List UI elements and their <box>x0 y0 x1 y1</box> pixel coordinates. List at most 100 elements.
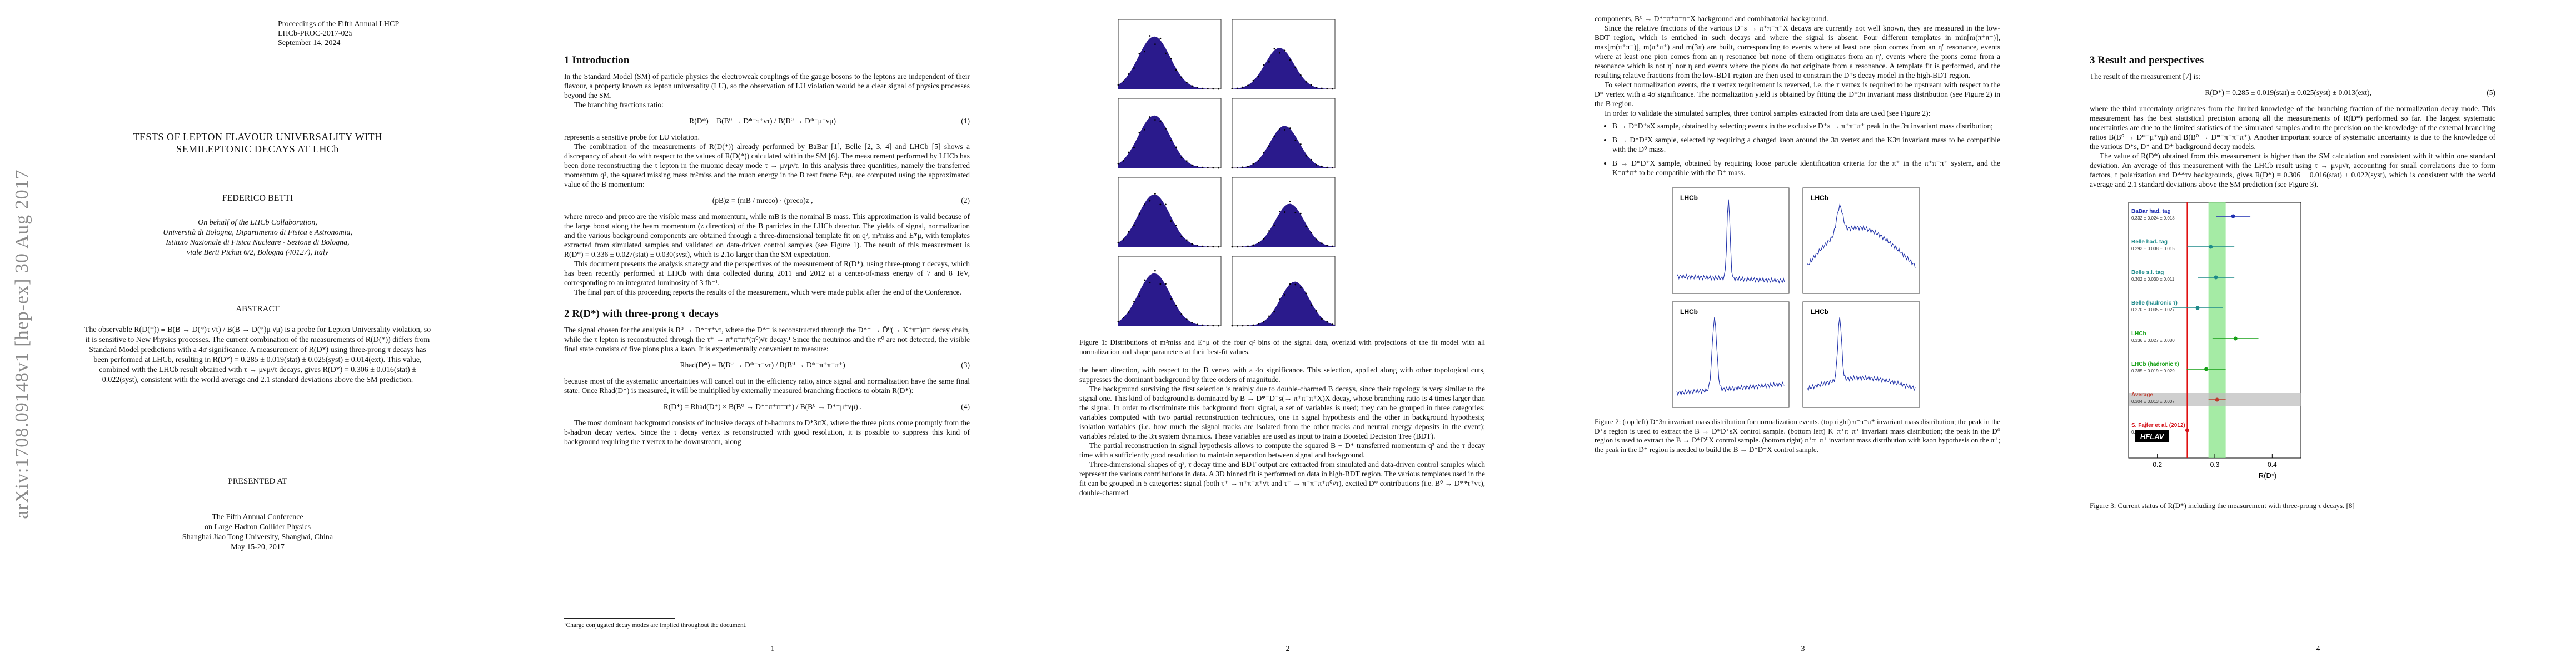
fit-component <box>1232 48 1335 89</box>
data-point <box>1138 132 1140 133</box>
data-point <box>1128 151 1130 153</box>
fit-component <box>1118 36 1221 89</box>
affiliation-line: Istituto Nazionale di Fisica Nucleare - … <box>166 238 350 247</box>
header: Proceedings of the Fifth Annual LHCP LHC… <box>278 19 399 48</box>
data-point <box>1247 325 1249 326</box>
bullet-list: B → D*D⁺sX sample, obtained by selecting… <box>1595 121 2000 177</box>
data-point <box>1149 116 1151 118</box>
conference-line: on Large Hadron Collider Physics <box>204 523 311 531</box>
mass-curve <box>1807 203 1916 268</box>
data-point <box>1144 128 1145 131</box>
abstract: The observable R(D(*)) ≡ B(B → D(*)τ ν̄τ… <box>84 326 431 384</box>
page-number: 4 <box>2316 645 2320 653</box>
figure-2: LHCb LHCb LHCb LHCb <box>1672 187 1920 408</box>
row-result: 0.270 ± 0.035 ± 0.027 <box>2131 307 2175 312</box>
data-point <box>1185 239 1188 241</box>
mass-curve <box>1807 317 1916 392</box>
data-point <box>1252 244 1254 246</box>
data-point <box>1305 292 1307 295</box>
data-point <box>1263 238 1265 240</box>
presented-heading: PRESENTED AT <box>228 477 287 486</box>
data-point <box>1242 166 1244 168</box>
affiliation-line: Università di Bologna, Dipartimento di F… <box>162 228 353 237</box>
page-5-text: 3 Result and perspectives The result of … <box>2090 55 2495 520</box>
plot-frame <box>1802 301 1920 408</box>
data-point <box>1202 324 1204 326</box>
equation-number: (1) <box>961 117 970 125</box>
data-point <box>1284 211 1286 213</box>
row-name: LHCb (hadronic τ) <box>2131 361 2179 367</box>
average-band <box>2208 202 2226 458</box>
data-point <box>1144 279 1145 281</box>
plot-label: LHCb <box>1811 308 1828 316</box>
data-point <box>1294 212 1297 213</box>
bullet-item: B → D*D⁺X sample, obtained by requiring … <box>1612 158 2000 177</box>
row-result: 0.304 ± 0.013 ± 0.007 <box>2131 399 2175 404</box>
paragraph: where the third uncertainty originates f… <box>2090 104 2495 151</box>
data-point <box>1273 136 1275 137</box>
data-point <box>1299 212 1302 215</box>
data-point <box>1242 246 1244 247</box>
data-point <box>1191 85 1193 87</box>
row-name: BaBar had. tag <box>2131 208 2171 215</box>
plot-frame <box>1672 301 1790 408</box>
page-2-text: 1 Introduction In the Standard Model (SM… <box>564 55 970 446</box>
data-point <box>1321 87 1323 89</box>
data-point <box>1237 167 1238 169</box>
paragraph: To select normalization events, the τ ve… <box>1595 81 2000 108</box>
header-line: LHCb-PROC-2017-025 <box>278 29 353 38</box>
author: FEDERICO BETTI <box>222 193 293 203</box>
plot-label: LHCb <box>1811 194 1828 202</box>
data-point <box>1326 88 1328 90</box>
data-point <box>1123 160 1124 162</box>
data-point <box>1299 143 1302 145</box>
equation-number: (2) <box>961 196 970 205</box>
data-point <box>1180 313 1183 315</box>
affiliation-line: viale Berti Pichat 6/2, Bologna (40127),… <box>186 248 329 257</box>
data-point <box>1159 283 1162 285</box>
footnote: ¹Charge conjugated decay modes are impli… <box>564 622 747 629</box>
data-point <box>1268 61 1270 63</box>
data-point <box>1207 246 1209 248</box>
title-line: SEMILEPTONIC DECAYS AT LHCb <box>176 143 339 155</box>
row-name: Belle s.l. tag <box>2131 270 2164 276</box>
data-point <box>1123 317 1124 319</box>
data-point <box>1191 321 1193 323</box>
data-point <box>1133 147 1135 149</box>
data-point <box>1247 245 1249 247</box>
data-point <box>1164 203 1167 206</box>
data-point <box>1180 235 1183 237</box>
equation-text: Rhad(D*) = B(B⁰ → D*⁻τ⁺ντ) / B(B⁰ → D*⁻π… <box>680 361 845 369</box>
data-point <box>1237 87 1238 89</box>
data-point <box>1159 120 1162 122</box>
plot-frame <box>1802 187 1920 294</box>
data-point <box>1138 213 1140 215</box>
data-point <box>1316 238 1318 241</box>
conference-line: Shanghai Jiao Tong University, Shanghai,… <box>182 533 333 541</box>
data-point <box>1133 67 1135 69</box>
data-point <box>1117 84 1119 86</box>
equation-text: R(D*) = 0.285 ± 0.019(stat) ± 0.025(syst… <box>2205 88 2371 97</box>
data-point <box>1331 88 1333 90</box>
data-point <box>1231 246 1233 248</box>
data-point <box>1117 321 1119 323</box>
affiliation-line: On behalf of the LHCb Collaboration, <box>198 218 317 227</box>
data-point <box>1212 88 1214 90</box>
data-point <box>1144 51 1145 53</box>
paragraph: The most dominant background consists of… <box>564 419 970 446</box>
equation: R(D*) ≡ B(B⁰ → D*⁻τ⁺ντ) / B(B⁰ → D*⁻μ⁺νμ… <box>564 116 970 126</box>
data-point <box>1299 74 1302 76</box>
data-point <box>1284 128 1286 131</box>
equation-number: (5) <box>2487 88 2495 97</box>
row-result: 0.302 ± 0.030 ± 0.011 <box>2131 277 2175 282</box>
data-point <box>1175 146 1177 148</box>
header-line: Proceedings of the Fifth Annual LHCP <box>278 20 400 28</box>
data-point <box>1231 167 1233 169</box>
paragraph: This document presents the analysis stra… <box>564 260 970 287</box>
paragraph: The background surviving the first selec… <box>1079 385 1485 440</box>
data-point <box>1263 321 1265 323</box>
data-point <box>1284 293 1286 296</box>
data-point <box>1196 245 1198 246</box>
data-point <box>1326 244 1328 246</box>
row-name: LHCb <box>2131 331 2146 337</box>
